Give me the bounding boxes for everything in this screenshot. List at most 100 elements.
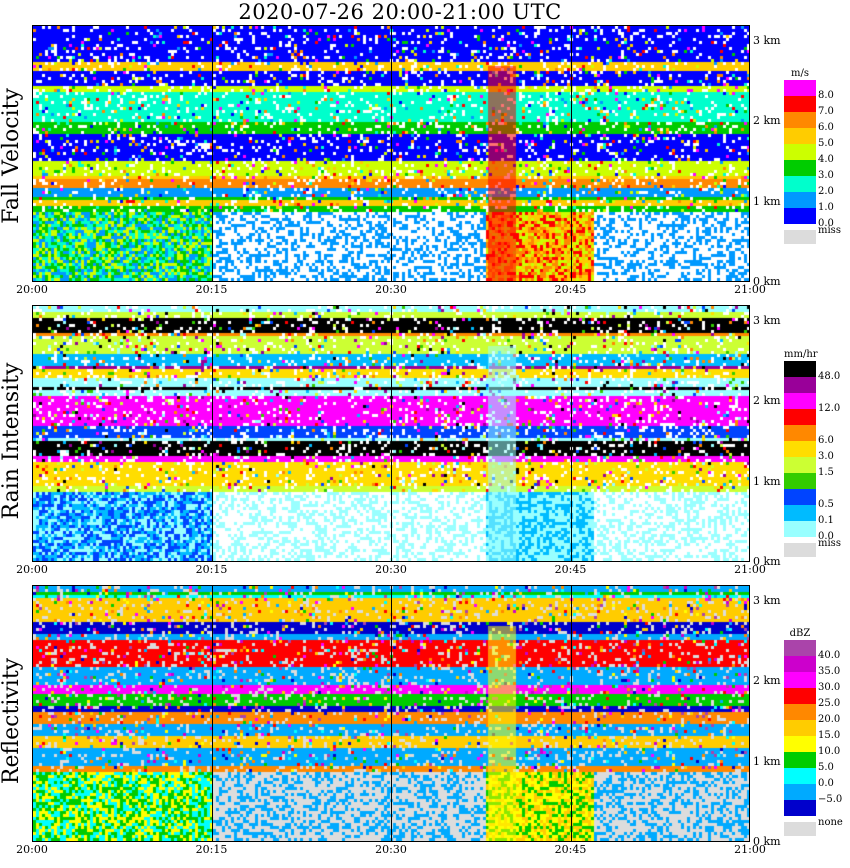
legend-swatch: 20.0 [784,704,844,725]
legend-swatch: 35.0 [784,656,844,677]
legend-miss: miss [784,539,844,557]
legend-swatch: 0.0 [784,768,844,789]
y-tick-label: 0 km [753,555,781,568]
y-tick-label: 0 km [753,835,781,848]
legend-unit: m/s [791,68,809,79]
legend-label: 10.0 [818,746,841,757]
y-tick-label: 1 km [753,754,781,768]
gridline-2030 [391,586,392,841]
x-tick-label: 20:00 [16,283,48,296]
legend-swatch: 7.0 [784,96,844,117]
figure-title: 2020-07-26 20:00-21:00 UTC [238,0,562,24]
legend-swatch [784,377,844,393]
legend-label: 0.0 [818,531,834,542]
legend-unit: mm/hr [784,349,818,360]
legend-swatch: 6.0 [784,112,844,133]
legend-label: 40.0 [818,650,841,661]
panel-label-fall-velocity: Fall Velocity [0,88,24,224]
x-tick-label: 20:00 [16,843,48,856]
legend-swatch: 6.0 [784,425,844,446]
legend-label: 0.1 [818,515,834,526]
legend-miss-label: none [818,817,843,828]
y-tick-label: 2 km [753,394,781,408]
legend-label: 7.0 [818,106,834,117]
rain-intensity-plot [32,305,750,562]
legend-swatch: 1.5 [784,457,844,478]
x-tick-label: 20:15 [195,843,228,856]
legend-label: 8.0 [818,90,834,101]
legend-label: 25.0 [818,698,841,709]
legend-label: 6.0 [818,122,834,133]
legend-label: 6.0 [818,435,834,446]
reflectivity-plot [32,585,750,842]
legend-swatch: 5.0 [784,128,844,149]
panel-label-rain-intensity: Rain Intensity [0,362,24,520]
legend-label: −5.0 [818,794,843,805]
legend-swatch: 2.0 [784,176,844,197]
legend-label: 1.5 [818,467,834,478]
y-tick-label: 2 km [753,114,781,128]
legend-label: 2.0 [818,186,834,197]
x-tick-label: 20:30 [375,283,407,296]
gridline-2045 [570,306,572,561]
fall-velocity-plot [32,25,750,282]
panel-label-reflectivity: Reflectivity [0,657,24,785]
legend-swatch: 0.0 [784,208,844,229]
x-tick-label: 21:00 [734,283,766,296]
legend-swatch [784,409,844,425]
legend-swatch [784,800,844,816]
legend-label: 20.0 [818,714,841,725]
rain-intensity-legend: mm/hr 48.0 12.0 6.0 3.0 1.5 0.5 0.1 0.0 miss [784,349,844,557]
legend-label: 12.0 [818,403,841,414]
fall-velocity-legend: m/s 8.0 7.0 6.0 5.0 4.0 3.0 2.0 1.0 0.0 miss [784,68,844,244]
legend-swatch: 10.0 [784,736,844,757]
legend-miss-label: miss [818,538,841,549]
legend-label: 0.0 [818,778,834,789]
x-tick-label: 20:45 [554,283,587,296]
legend-label: 30.0 [818,682,841,693]
y-tick-label: 3 km [753,594,781,608]
legend-label: 5.0 [818,138,834,149]
legend-swatch [784,473,844,489]
x-tick-label: 20:45 [554,563,587,576]
gridline-2045 [570,26,572,281]
gridline-2015 [211,26,213,281]
reflectivity-legend: dBZ 40.0 35.0 30.0 25.0 20.0 15.0 10.0 5.0 0.0 −5… [784,628,844,836]
legend-swatch: −5.0 [784,784,844,805]
legend-swatch: 0.1 [784,505,844,526]
legend-miss: none [784,818,844,836]
gridline-2015 [211,586,213,841]
legend-label: 0.5 [818,499,834,510]
legend-swatch: 3.0 [784,160,844,181]
legend-swatch: 5.0 [784,752,844,773]
legend-label: 4.0 [818,154,834,165]
legend-swatch: 8.0 [784,80,844,101]
legend-swatch: 0.5 [784,489,844,510]
y-tick-label: 3 km [753,34,781,48]
y-tick-label: 0 km [753,275,781,288]
y-tick-label: 2 km [753,674,781,688]
x-tick-label: 21:00 [734,843,766,856]
legend-swatch: 0.0 [784,521,844,542]
gridline-2030 [391,306,392,561]
x-tick-label: 20:45 [554,843,587,856]
legend-label: 48.0 [818,371,841,382]
legend-label: 0.0 [818,218,834,229]
gridline-2015 [211,306,213,561]
legend-label: 1.0 [818,202,834,213]
y-tick-label: 1 km [753,474,781,488]
legend-swatch: 4.0 [784,144,844,165]
legend-label: 3.0 [818,170,834,181]
x-tick-label: 20:00 [16,563,48,576]
legend-unit: dBZ [789,628,811,639]
legend-swatch: 15.0 [784,720,844,741]
legend-swatch: 3.0 [784,441,844,462]
legend-miss-label: miss [818,225,841,236]
legend-swatch: 48.0 [784,361,844,382]
x-tick-label: 20:15 [195,563,228,576]
legend-swatch: 30.0 [784,672,844,693]
gridline-2045 [570,586,572,841]
legend-label: 15.0 [818,730,841,741]
legend-swatch: 25.0 [784,688,844,709]
gridline-2030 [391,26,392,281]
